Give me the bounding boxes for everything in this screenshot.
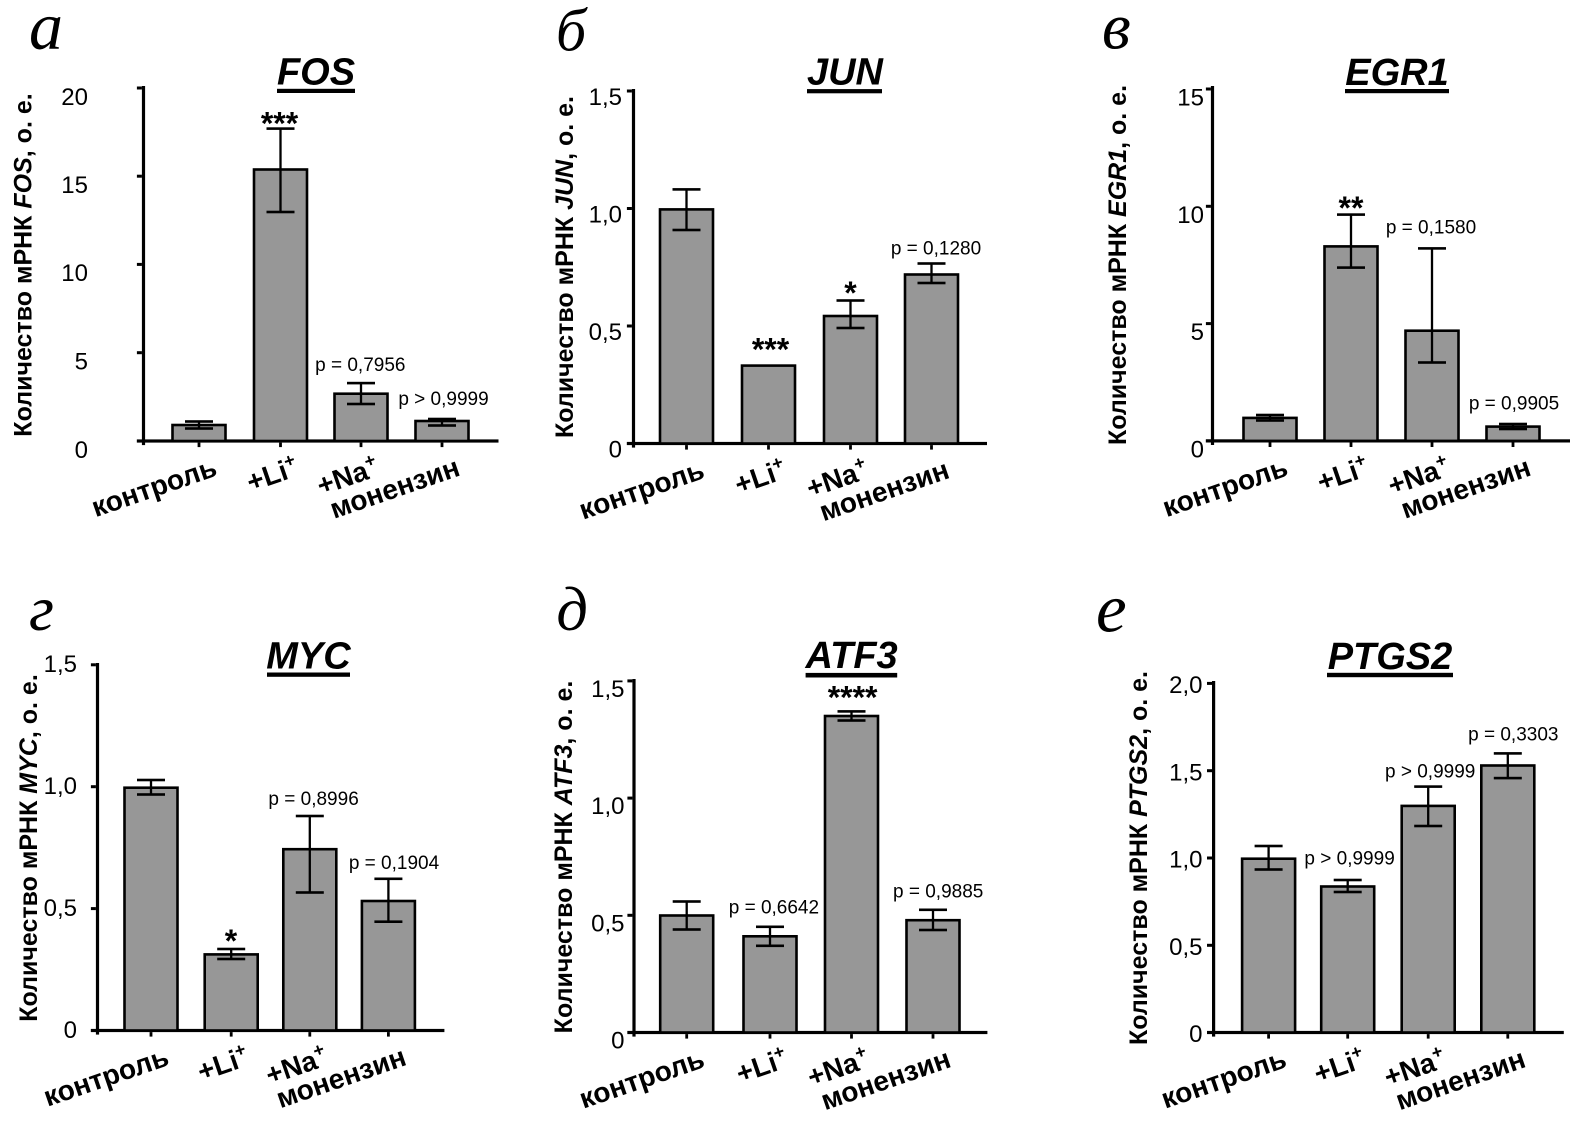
svg-text:p > 0,9999: p > 0,9999 <box>1304 849 1394 870</box>
svg-text:p = 0,8996: p = 0,8996 <box>268 789 358 810</box>
svg-text:p = 0,1904: p = 0,1904 <box>349 853 440 874</box>
svg-text:****: **** <box>828 679 878 715</box>
svg-text:p = 0,3303: p = 0,3303 <box>1468 725 1558 746</box>
svg-text:0: 0 <box>64 1017 77 1044</box>
svg-text:15: 15 <box>1177 85 1204 112</box>
svg-text:p = 0,1280: p = 0,1280 <box>891 239 981 260</box>
svg-text:1,0: 1,0 <box>589 202 622 229</box>
svg-text:0: 0 <box>75 437 88 464</box>
svg-text:FOS: FOS <box>277 51 355 93</box>
svg-text:Количество мРНК EGR1, о. е.: Количество мРНК EGR1, о. е. <box>1104 85 1132 445</box>
svg-text:p = 0,6642: p = 0,6642 <box>729 898 819 919</box>
svg-text:1,5: 1,5 <box>44 651 77 678</box>
svg-text:г: г <box>29 573 54 644</box>
svg-text:Количество мРНК JUN, о. е.: Количество мРНК JUN, о. е. <box>551 96 579 438</box>
svg-text:0: 0 <box>611 1028 624 1055</box>
svg-text:***: *** <box>752 332 790 368</box>
svg-text:15: 15 <box>61 172 88 199</box>
svg-text:б: б <box>556 0 588 64</box>
svg-text:0: 0 <box>1191 437 1204 464</box>
svg-text:в: в <box>1102 0 1131 64</box>
svg-text:***: *** <box>261 105 299 141</box>
svg-text:0,5: 0,5 <box>589 319 622 346</box>
svg-text:1,0: 1,0 <box>1169 847 1202 874</box>
svg-text:д: д <box>557 576 588 644</box>
svg-text:EGR1: EGR1 <box>1345 52 1448 94</box>
svg-text:Количество мРНК MYC, о. е.: Количество мРНК MYC, о. е. <box>15 674 43 1022</box>
svg-text:10: 10 <box>61 260 88 287</box>
svg-text:0: 0 <box>1189 1021 1202 1048</box>
svg-text:Количество мРНК PTGS2, о. е.: Количество мРНК PTGS2, о. е. <box>1125 671 1153 1045</box>
svg-text:1,5: 1,5 <box>1169 759 1202 786</box>
svg-text:p = 0,1580: p = 0,1580 <box>1386 217 1476 238</box>
svg-text:1,5: 1,5 <box>591 676 624 703</box>
svg-text:Количество мРНК FOS, о. е.: Количество мРНК FOS, о. е. <box>10 93 38 436</box>
svg-text:p > 0,9999: p > 0,9999 <box>398 389 488 410</box>
svg-text:p = 0,7956: p = 0,7956 <box>315 355 405 376</box>
svg-text:p = 0,9885: p = 0,9885 <box>893 882 983 903</box>
svg-text:10: 10 <box>1177 202 1204 229</box>
svg-text:*: * <box>225 923 238 959</box>
svg-text:2,0: 2,0 <box>1169 672 1202 699</box>
svg-text:0: 0 <box>609 437 622 464</box>
svg-text:p = 0,9905: p = 0,9905 <box>1469 393 1559 414</box>
svg-text:1,0: 1,0 <box>591 793 624 820</box>
svg-text:1,5: 1,5 <box>589 84 622 111</box>
svg-text:0,5: 0,5 <box>591 910 624 937</box>
svg-text:0,5: 0,5 <box>44 895 77 922</box>
svg-text:Количество мРНК ATF3, о. е.: Количество мРНК ATF3, о. е. <box>550 681 578 1034</box>
svg-text:**: ** <box>1339 190 1364 226</box>
svg-text:p > 0,9999: p > 0,9999 <box>1385 761 1475 782</box>
svg-text:а: а <box>29 0 63 64</box>
svg-text:е: е <box>1096 571 1127 647</box>
svg-text:5: 5 <box>1191 319 1204 346</box>
svg-text:ATF3: ATF3 <box>805 635 898 677</box>
svg-text:20: 20 <box>61 84 88 111</box>
svg-text:*: * <box>844 275 857 311</box>
svg-text:0,5: 0,5 <box>1169 934 1202 961</box>
svg-text:1,0: 1,0 <box>44 773 77 800</box>
svg-text:PTGS2: PTGS2 <box>1328 636 1453 678</box>
svg-text:JUN: JUN <box>807 51 885 93</box>
svg-text:MYC: MYC <box>266 636 351 678</box>
svg-text:5: 5 <box>75 349 88 376</box>
